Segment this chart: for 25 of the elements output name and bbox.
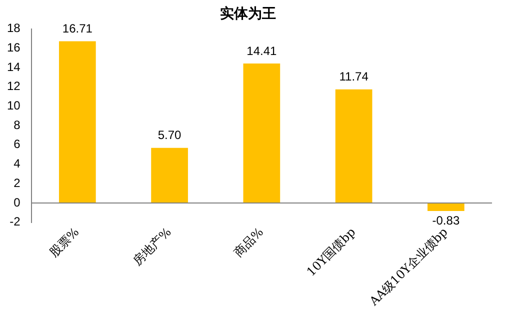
chart-title: 实体为王 (220, 5, 276, 22)
data-label: 16.71 (62, 22, 93, 36)
bar (428, 203, 464, 212)
x-tick-label: 股票% (46, 224, 82, 260)
y-tick-label: 18 (6, 21, 21, 36)
y-tick-label: 14 (6, 60, 21, 74)
y-tick-label: 0 (14, 195, 21, 210)
y-tick-label: 10 (6, 98, 21, 113)
bar (243, 64, 280, 204)
y-tick-label: -2 (10, 214, 21, 229)
data-label: 14.41 (246, 44, 278, 58)
y-tick-label: 12 (6, 79, 21, 94)
y-tick-label: 16 (6, 40, 21, 54)
y-tick-label: 8 (14, 118, 21, 132)
x-tick-label: 商品% (231, 224, 266, 260)
data-label: 11.74 (339, 70, 369, 84)
bar (58, 41, 96, 204)
bar (151, 148, 188, 204)
data-label: -0.83 (432, 213, 460, 228)
x-tick-label: 房地产% (130, 224, 174, 268)
bar (335, 89, 372, 204)
y-tick-label: 2 (14, 176, 21, 190)
y-tick-label: 4 (14, 156, 21, 171)
y-tick-label: 6 (14, 137, 21, 152)
data-label: 5.70 (158, 128, 182, 142)
